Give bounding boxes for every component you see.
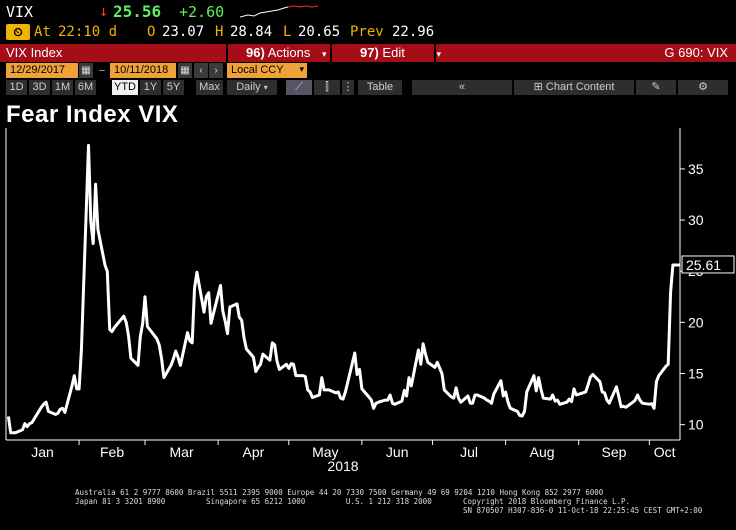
period-5y[interactable]: 5Y <box>163 80 184 95</box>
x-axis-year-label: 2018 <box>327 458 358 474</box>
down-arrow-icon: ↓ <box>99 2 109 20</box>
function-code: G 690: VIX <box>664 45 728 60</box>
x-tick-label: Sep <box>602 444 627 460</box>
x-tick-label: Aug <box>530 444 555 460</box>
open-value: 23.07 <box>162 24 205 40</box>
frequency-value: Daily <box>236 81 261 93</box>
footer-session-info: SN 870507 H307-836-0 11-Oct-18 22:25:45 … <box>463 506 703 515</box>
x-tick-label: May <box>312 444 338 460</box>
chart-content-icon: ⊞ <box>533 81 546 93</box>
footer: Australia 61 2 9777 8600 Brazil 5511 239… <box>0 488 736 530</box>
last-price: 25.56 <box>113 2 162 21</box>
dropdown-arrow-icon: ▾ <box>263 83 268 92</box>
divider <box>330 44 332 62</box>
prev-label: Prev <box>350 24 384 40</box>
last-value-marker: 25.61 <box>681 255 735 274</box>
intraday-sparkline-icon <box>240 5 319 18</box>
candlestick-icon[interactable]: ⫿ <box>314 80 340 95</box>
period-max[interactable]: Max <box>196 80 223 95</box>
vix-line-chart: 101520253035 JanFebMarAprMayJunJulAugSep… <box>5 128 735 474</box>
footer-copyright: Copyright 2018 Bloomberg Finance L.P. <box>463 497 631 506</box>
end-date-field[interactable]: 10/11/2018 <box>110 63 176 78</box>
ticker-symbol: VIX <box>6 3 34 21</box>
chevron-right-icon[interactable]: › <box>209 63 223 78</box>
dropdown-arrow-icon: ▾ <box>299 64 304 74</box>
x-tick-label: Mar <box>170 444 194 460</box>
x-tick-label: Oct <box>654 444 676 460</box>
edit-pencil-icon[interactable]: ✎ <box>636 80 676 95</box>
x-tick-label: Feb <box>100 444 124 460</box>
actions-menu-button[interactable]: 96) Actions ▾ <box>246 45 327 61</box>
settings-gear-icon[interactable]: ⚙ <box>678 80 728 95</box>
y-tick-label: 15 <box>688 366 704 382</box>
chart-toolbar: 1D 3D 1M 6M YTD 1Y 5Y Max Daily ▾ ⟋ ⫿ ⋮ … <box>0 80 736 95</box>
high-label: H <box>215 24 224 40</box>
chart-title: Fear Index VIX <box>6 101 179 128</box>
chart-content-button[interactable]: ⊞ Chart Content <box>514 80 634 95</box>
y-tick-label: 10 <box>688 417 704 433</box>
table-button[interactable]: Table <box>358 80 402 95</box>
period-ytd[interactable]: YTD <box>112 80 138 95</box>
dropdown-arrow-icon: ▾ <box>436 49 441 59</box>
quote-header: VIX ↓ 25.56 +2.60 <box>0 0 736 22</box>
quote-details: ⏲ At 22:10 d O 23.07 H 28.84 L 20.65 Pre… <box>0 22 736 42</box>
period-1d[interactable]: 1D <box>6 80 27 95</box>
quote-time: 22:10 d <box>58 24 118 40</box>
calendar-icon[interactable]: ▦ <box>178 63 192 78</box>
footer-contacts-line1: Australia 61 2 9777 8600 Brazil 5511 239… <box>75 488 604 497</box>
period-1y[interactable]: 1Y <box>140 80 161 95</box>
x-tick-label: Apr <box>243 444 265 460</box>
last-value-label: 25.61 <box>686 257 721 273</box>
edit-menu-label: Edit <box>382 45 405 60</box>
divider <box>226 44 228 62</box>
at-label: At <box>34 24 51 40</box>
clock-badge-icon: ⏲ <box>6 24 30 40</box>
divider <box>434 44 436 62</box>
collapse-icon[interactable]: « <box>412 80 512 95</box>
line-chart-icon[interactable]: ⟋ <box>286 80 312 95</box>
chart-content-label: Chart Content <box>545 81 615 93</box>
currency-select[interactable]: Local CCY ▾ <box>227 63 307 78</box>
open-label: O <box>147 24 156 40</box>
y-tick-label: 35 <box>688 161 704 177</box>
vix-series-line <box>6 143 680 435</box>
calendar-icon[interactable]: ▦ <box>79 63 93 78</box>
date-range-controls: 12/29/2017 ▦ – 10/11/2018 ▦ ‹ › Local CC… <box>0 63 736 79</box>
x-tick-label: Jul <box>460 444 478 460</box>
low-value: 20.65 <box>298 24 341 40</box>
x-tick-label: Jun <box>386 444 409 460</box>
frequency-select[interactable]: Daily ▾ <box>227 80 277 95</box>
edit-menu-button[interactable]: 97) Edit ▾ <box>360 45 441 61</box>
prev-value: 22.96 <box>392 24 435 40</box>
period-6m[interactable]: 6M <box>75 80 96 95</box>
start-date-field[interactable]: 12/29/2017 <box>6 63 78 78</box>
dash-separator: – <box>99 65 105 76</box>
x-tick-label: Jan <box>31 444 54 460</box>
actions-menu-number: 96) <box>246 45 265 60</box>
dropdown-arrow-icon: ▾ <box>321 49 327 59</box>
period-1m[interactable]: 1M <box>52 80 73 95</box>
high-value: 28.84 <box>230 24 273 40</box>
net-change: +2.60 <box>179 3 225 21</box>
footer-contacts-line2: Japan 81 3 3201 8900 Singapore 65 6212 1… <box>75 497 432 506</box>
security-name: VIX Index <box>6 45 63 60</box>
low-label: L <box>283 24 292 40</box>
y-tick-label: 20 <box>688 314 704 330</box>
y-tick-label: 30 <box>688 212 704 228</box>
more-icon[interactable]: ⋮ <box>342 80 354 95</box>
currency-value: Local CCY <box>231 64 284 76</box>
edit-menu-number: 97) <box>360 45 379 60</box>
actions-menu-label: Actions <box>267 45 311 60</box>
chevron-left-icon[interactable]: ‹ <box>194 63 208 78</box>
period-3d[interactable]: 3D <box>29 80 50 95</box>
security-title-bar: VIX Index 96) Actions ▾ 97) Edit ▾ G 690… <box>0 44 736 62</box>
